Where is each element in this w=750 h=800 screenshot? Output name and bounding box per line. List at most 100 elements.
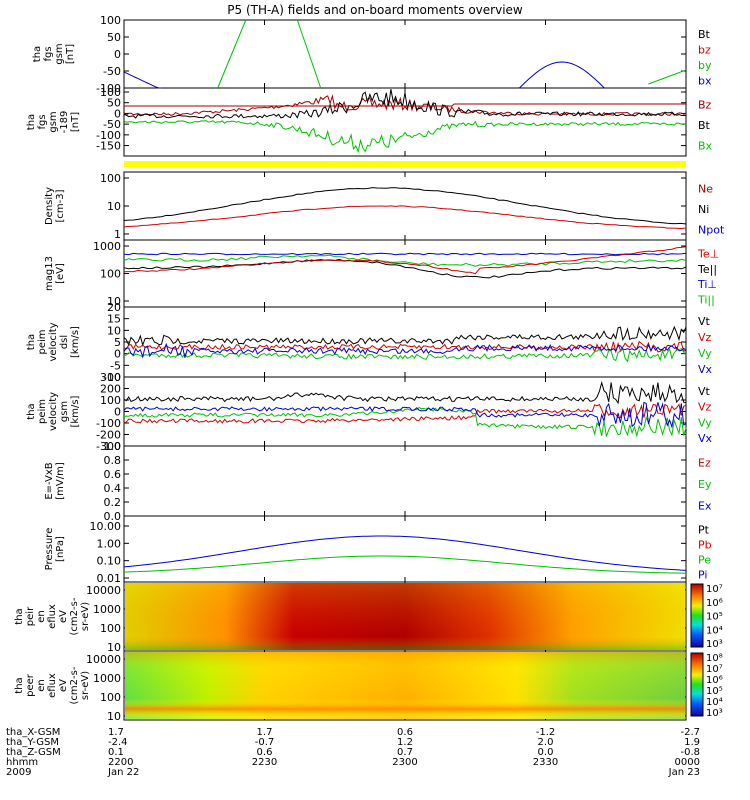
trace-by <box>296 19 322 89</box>
chart-title: P5 (TH-A) fields and on-board moments ov… <box>227 3 523 17</box>
ytick-label: 100 <box>100 86 121 99</box>
ytick-label: -100 <box>96 82 121 95</box>
legend-entry: Pb <box>698 539 712 552</box>
xaxis-value: 2230 <box>252 757 277 768</box>
xaxis-value: -0.8 <box>680 747 700 758</box>
legend-entry: Pt <box>698 524 710 537</box>
ytick-label: 100 <box>100 14 121 27</box>
ytick-label: 0.4 <box>104 482 122 495</box>
ylabel-part: Density <box>44 187 55 225</box>
ytick-label: 100 <box>100 268 121 281</box>
ylabel-part: gsm <box>48 111 59 132</box>
xaxis-value: 0000 <box>675 757 700 768</box>
ylabel-part: en <box>36 679 47 692</box>
ytick-label: -50 <box>103 65 121 78</box>
colorbar-tick: 10⁶ <box>706 675 723 686</box>
colorbar-tick: 10³ <box>706 639 723 650</box>
xaxis-value: 0.6 <box>397 727 413 738</box>
panel-frame-temp <box>123 239 687 308</box>
ytick-label: 0 <box>114 107 121 120</box>
xaxis-value: 1.2 <box>397 737 413 748</box>
ylabel-part: dsl <box>59 335 70 349</box>
ylabel-part: [mV/m] <box>55 462 66 500</box>
ytick-label: 0.6 <box>104 468 122 481</box>
ylabel-part: peim <box>37 329 48 354</box>
legend-entry: Ti⊥ <box>697 278 717 291</box>
xaxis-value: -1.2 <box>536 727 556 738</box>
xaxis-value: 0.6 <box>257 747 273 758</box>
trace-Ni <box>123 187 687 225</box>
ytick-label: 0.0 <box>104 510 122 523</box>
xaxis-value: Jan 23 <box>668 767 700 778</box>
xaxis-value: 2200 <box>108 757 133 768</box>
legend-entry: Bz <box>698 98 712 111</box>
ylabel-part: [eV] <box>55 263 66 284</box>
ylabel-part: tha <box>26 334 37 350</box>
ylabel-part: [nT] <box>70 112 81 132</box>
xaxis-value: -2.4 <box>108 737 128 748</box>
trace-Bz-upper <box>124 103 686 107</box>
trace-Vt <box>123 380 687 405</box>
legend-entry: Ti|| <box>697 293 715 306</box>
trace-bx <box>517 61 607 89</box>
ylabel-part: peer <box>25 673 36 697</box>
ytick-label: 100 <box>100 622 121 635</box>
ytick-label: 10 <box>107 710 121 723</box>
ion-spectrogram-shading <box>125 583 685 650</box>
ylabel-part: eflux <box>47 604 58 629</box>
colorbar-tick: 10⁴ <box>706 625 723 636</box>
ytick-label: 0 <box>114 348 121 361</box>
ytick-label: 0.01 <box>97 572 122 585</box>
ylabel-part: tha <box>14 608 25 624</box>
xaxis-value: 2330 <box>533 757 558 768</box>
legend-entry: bz <box>698 43 711 56</box>
ytick-label: 300 <box>100 371 121 384</box>
panel-frame-fgs <box>123 19 687 89</box>
xaxis-value: 0.0 <box>538 747 554 758</box>
legend-entry: Te|| <box>697 263 717 276</box>
ylabel-part: en <box>36 610 47 623</box>
legend-entry: Npot <box>698 224 725 237</box>
legend-entry: Vy <box>698 416 712 429</box>
trace-Bt <box>123 89 687 119</box>
ylabel-part: (cm2-s- <box>69 666 80 704</box>
ytick-label: 1 <box>114 228 121 241</box>
xaxis-row-label: tha_X-GSM <box>6 727 60 738</box>
ytick-label: 50 <box>107 31 121 44</box>
trace-Te-perp <box>123 246 687 275</box>
ytick-label: 10000 <box>86 584 121 597</box>
ytick-label: 200 <box>100 383 121 396</box>
ylabel-part: eV <box>58 679 69 692</box>
xaxis-row-label: hhmm <box>6 757 38 768</box>
legend-entry: Ex <box>698 499 712 512</box>
colorbar-tick: 10⁸ <box>706 653 723 664</box>
ytick-label: 1.0 <box>104 440 122 453</box>
panel-frame-vel1 <box>123 306 687 378</box>
ylabel-part: sr-eV) <box>80 671 91 700</box>
ytick-label: -10 <box>103 371 121 384</box>
ylabel-part: (cm2-s- <box>69 597 80 635</box>
ytick-label: 0.2 <box>104 496 122 509</box>
ylabel-part: [km/s] <box>70 326 81 358</box>
ytick-label: 10000 <box>86 653 121 666</box>
legend-entry: Ne <box>698 182 713 195</box>
legend-entry: Vx <box>698 432 713 445</box>
ytick-label: 20 <box>107 301 121 314</box>
colorbar-tick: 10⁶ <box>706 598 723 609</box>
trace-Vy <box>123 406 687 438</box>
trace-Vz <box>123 403 687 424</box>
xaxis-value: 0.1 <box>108 747 124 758</box>
ylabel-part: tha <box>14 677 25 693</box>
trace-Vx <box>123 342 687 359</box>
ylabel-part: fgs <box>43 46 54 61</box>
xaxis-value: Jan 22 <box>107 767 139 778</box>
ylabel-part: velocity <box>48 392 59 431</box>
ytick-label: 10 <box>107 324 121 337</box>
legend-entry: Bt <box>698 28 711 41</box>
xaxis-value: 1.9 <box>684 737 700 748</box>
ylabel-part: gsm <box>54 43 65 64</box>
ytick-label: -300 <box>96 440 121 453</box>
trace-Bx <box>123 120 687 154</box>
ytick-label: 100 <box>100 394 121 407</box>
